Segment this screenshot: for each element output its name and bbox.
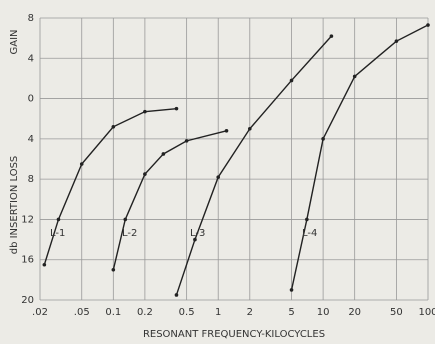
point	[394, 39, 399, 43]
point	[56, 217, 61, 222]
point	[143, 172, 147, 176]
x-tick-label: 0.5	[179, 307, 195, 318]
x-tick-label: 20	[348, 307, 361, 318]
series-label: L-4	[302, 228, 317, 239]
point	[174, 293, 179, 297]
point	[289, 288, 294, 292]
point	[216, 175, 221, 179]
x-tick-label: 5	[288, 307, 294, 318]
line	[290, 24, 429, 291]
series-label: L-1	[50, 228, 65, 239]
point	[352, 74, 357, 79]
y-tick-label: 8	[28, 13, 34, 24]
point	[329, 34, 334, 38]
x-tick-label: 100	[418, 307, 435, 318]
x-tick-label: .02	[32, 307, 48, 318]
y-title-loss: db INSERTION LOSS	[9, 156, 20, 255]
y-title-gain: GAIN	[9, 29, 20, 54]
series-label: L-3	[190, 228, 205, 239]
line	[43, 107, 177, 265]
y-tick-label: 16	[21, 255, 34, 266]
series-label: L-2	[122, 228, 137, 239]
point	[305, 217, 309, 222]
y-tick-label: 4	[28, 134, 34, 145]
line	[112, 130, 227, 270]
point	[111, 267, 116, 272]
x-tick-label: 10	[317, 307, 330, 318]
point	[321, 137, 325, 141]
point	[193, 237, 197, 242]
point	[42, 262, 47, 267]
x-tick-label: 0.2	[137, 307, 153, 318]
point	[289, 78, 294, 83]
y-tick-label: 20	[21, 295, 34, 306]
y-tick-label: 8	[28, 174, 34, 185]
y-tick-label: 12	[21, 214, 34, 225]
point	[123, 217, 128, 222]
x-tick-label: 2	[247, 307, 253, 318]
y-tick-label: 0	[28, 94, 34, 105]
point	[161, 152, 166, 156]
x-tick-label: 50	[390, 307, 403, 318]
point	[426, 23, 430, 27]
x-title: RESONANT FREQUENCY-KILOCYCLES	[143, 329, 325, 340]
point	[143, 109, 147, 114]
line	[175, 35, 332, 296]
point	[247, 126, 252, 131]
point	[224, 129, 229, 133]
y-tick-label: 4	[28, 53, 34, 64]
point	[184, 139, 189, 143]
x-tick-label: .05	[74, 307, 90, 318]
x-tick-label: 0.1	[105, 307, 121, 318]
point	[174, 106, 179, 111]
point	[111, 124, 116, 129]
point	[79, 162, 84, 166]
x-tick-label: 1	[215, 307, 221, 318]
